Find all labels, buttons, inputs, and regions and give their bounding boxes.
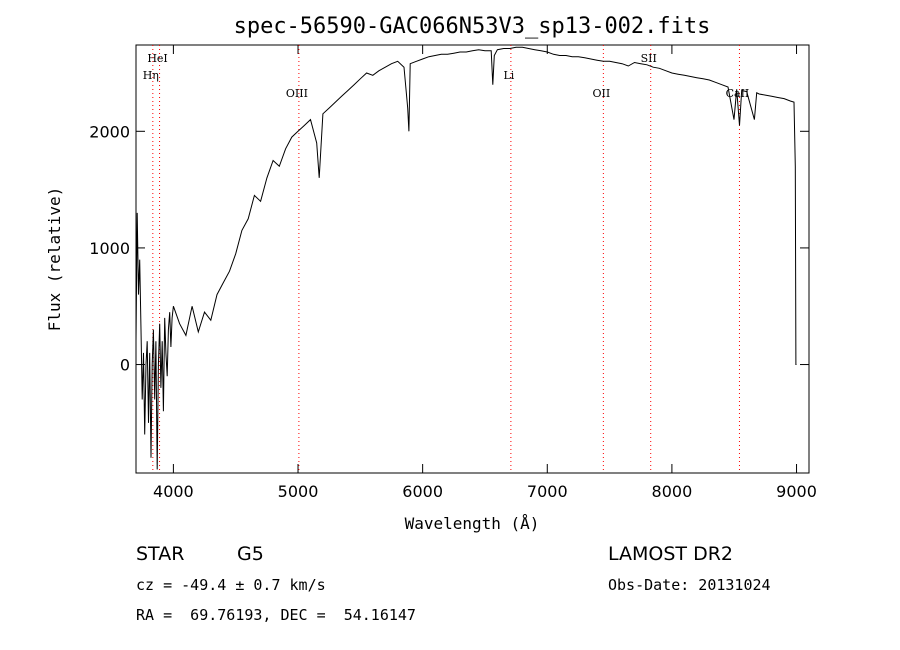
x-tick-label: 9000: [776, 482, 817, 501]
chart-title: spec-56590-GAC066N53V3_sp13-002.fits: [234, 14, 711, 39]
object-subclass: G5: [237, 543, 264, 565]
redshift-velocity: cz = -49.4 ± 0.7 km/s: [136, 576, 326, 594]
y-axis-label: Flux (relative): [45, 187, 64, 332]
coordinates: RA = 69.76193, DEC = 54.16147: [136, 606, 416, 624]
x-tick-label: 6000: [402, 482, 443, 501]
y-tick-label: 0: [120, 356, 130, 375]
x-axis-label: Wavelength (Å): [405, 514, 540, 533]
x-tick-label: 5000: [278, 482, 319, 501]
y-tick-label: 1000: [89, 239, 130, 258]
spectral-line-label: OIII: [286, 87, 308, 100]
object-class: STAR: [136, 543, 184, 565]
spectral-line-label: Hη: [143, 69, 159, 82]
observation-date: Obs-Date: 20131024: [608, 576, 771, 594]
spectral-line-label: Li: [503, 69, 514, 82]
spectrum-series-line: [135, 46, 797, 470]
x-tick-label: 4000: [153, 482, 194, 501]
survey-name: LAMOST DR2: [608, 543, 733, 565]
x-axis: 4000 5000 6000 7000 8000 9000: [153, 45, 817, 501]
plot-frame: [135, 44, 810, 474]
spectral-line-label: HeI: [147, 52, 167, 65]
x-tick-label: 8000: [652, 482, 693, 501]
y-axis: 0 1000 2000: [89, 122, 809, 375]
x-tick-label: 7000: [527, 482, 568, 501]
spectral-line-label: SII: [641, 52, 657, 65]
spectral-line-label: OII: [593, 87, 611, 100]
y-tick-label: 2000: [89, 122, 130, 141]
